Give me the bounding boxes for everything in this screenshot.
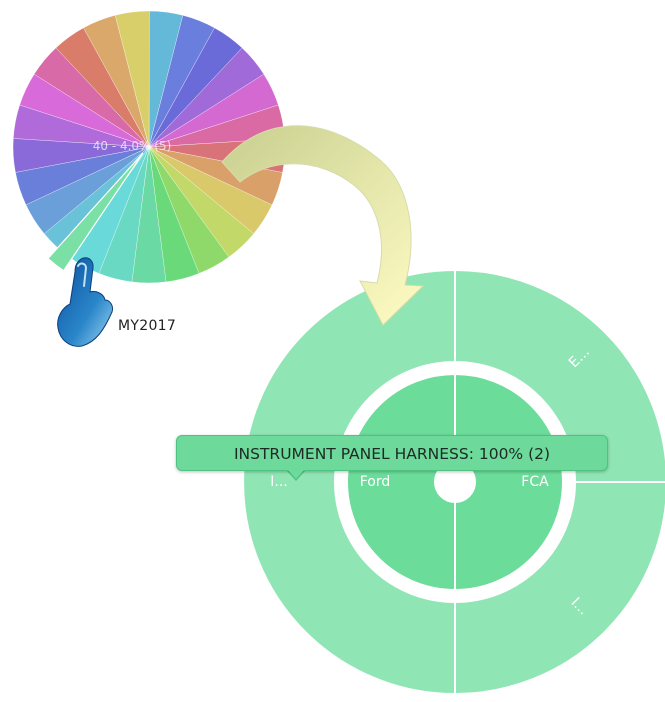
curved-arrow-icon — [221, 125, 425, 326]
sunburst-outer-segment[interactable] — [454, 268, 665, 483]
pie-callout-label: MY2017 — [118, 318, 177, 334]
chart-tooltip: INSTRUMENT PANEL HARNESS: 100% (2) — [176, 435, 608, 471]
hand-pointer-icon — [57, 257, 113, 347]
sunburst-outer-label: I... — [270, 474, 287, 490]
tooltip-tail — [288, 470, 304, 479]
sunburst-inner-label: Ford — [360, 474, 391, 490]
sunburst-outer-segment[interactable] — [454, 481, 665, 696]
sunburst-inner-label: FCA — [521, 474, 549, 490]
pie-slice-highlighted[interactable] — [47, 152, 144, 272]
pie-slice[interactable] — [114, 10, 150, 148]
pie-ghost-label: 40 - 4.0% (5) — [93, 139, 172, 153]
sunburst-chart: I...E...I...Ford FCA — [242, 268, 665, 696]
sunburst-ring-gap — [337, 364, 573, 600]
sunburst-center — [435, 462, 475, 502]
